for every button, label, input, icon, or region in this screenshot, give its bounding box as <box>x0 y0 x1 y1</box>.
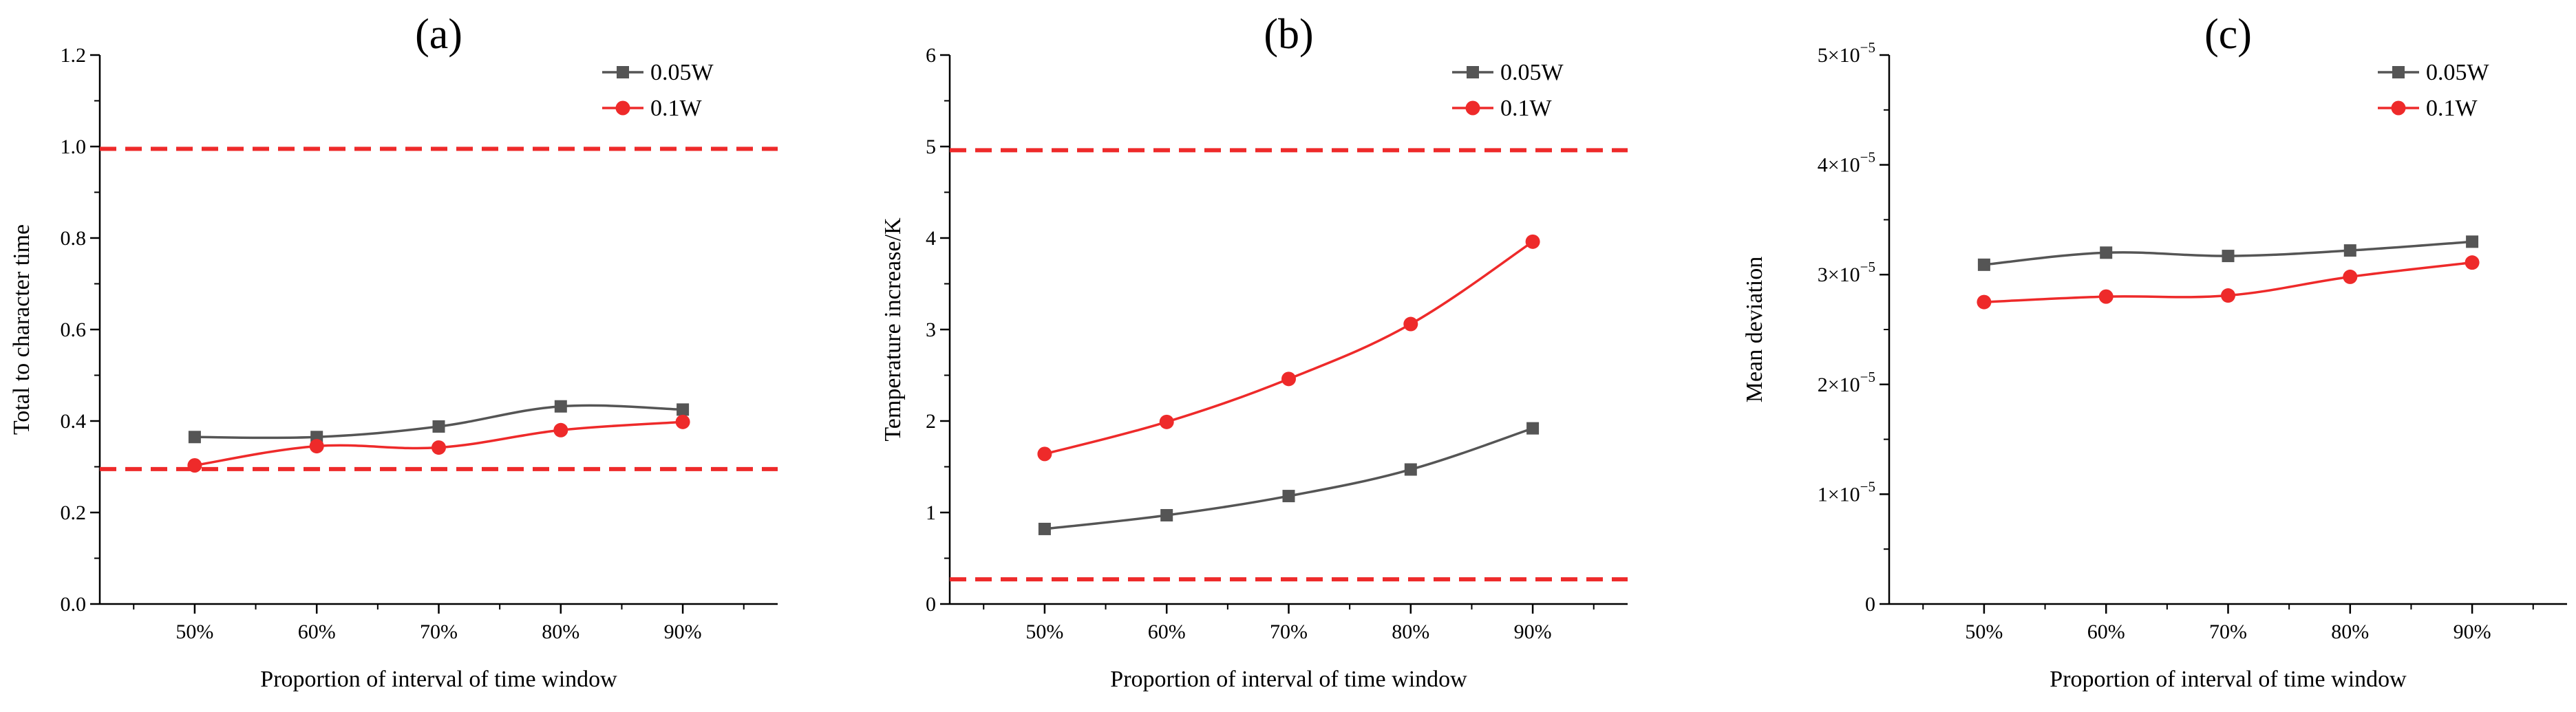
data-point-0.1W <box>2343 269 2358 284</box>
data-point-0.1W <box>1977 294 1992 310</box>
panel-title: (b) <box>1264 11 1313 58</box>
y-tick-label: 0.4 <box>61 410 87 433</box>
legend-marker <box>1465 100 1480 116</box>
legend-label: 0.1W <box>650 96 703 121</box>
series-line-0.05W <box>1044 427 1533 530</box>
x-tick-label: 90% <box>1514 621 1552 643</box>
y-tick-label: 3 <box>926 319 936 341</box>
y-tick-label: 2 <box>926 410 936 433</box>
x-tick-label: 50% <box>1965 621 2003 643</box>
data-point-0.05W <box>1977 258 1990 271</box>
data-point-0.1W <box>2221 288 2235 303</box>
chart-panel-3: 0 1×10−5 2×10−5 3×10−5 4×10−5 5×10−5 50% 60% 70%… <box>1742 11 2567 692</box>
y-tick-label: 5 <box>926 136 936 158</box>
data-point-0.1W <box>1525 234 1540 249</box>
x-tick-label: 80% <box>542 621 579 643</box>
y-tick-label: 1.2 <box>61 44 87 67</box>
y-tick-label: 2×10−5 <box>1818 369 1875 396</box>
x-axis-label: Proportion of interval of time window <box>260 667 617 692</box>
x-tick-label: 80% <box>1392 621 1429 643</box>
y-tick-label: 0 <box>926 593 936 616</box>
y-tick-label: 6 <box>926 44 936 67</box>
data-point-0.1W <box>675 414 690 429</box>
y-tick-label: 5×10−5 <box>1818 39 1875 67</box>
data-point-0.1W <box>1159 414 1174 429</box>
data-point-0.05W <box>554 400 567 413</box>
y-tick-label: 0 <box>1865 593 1875 616</box>
x-tick-label: 50% <box>175 621 213 643</box>
x-tick-label: 70% <box>2209 621 2247 643</box>
data-point-0.05W <box>1526 422 1540 435</box>
data-point-0.1W <box>2098 289 2114 304</box>
legend-label: 0.05W <box>1500 60 1564 85</box>
x-tick-label: 70% <box>420 621 458 643</box>
y-tick-label: 4×10−5 <box>1818 149 1875 177</box>
data-point-0.05W <box>677 403 690 416</box>
y-axis-label: Temperature increase/K <box>880 217 906 442</box>
chart-panel-2: 0 1 2 3 4 5 6 50% 60% 70% 80% 90% Proportion of inte… <box>880 11 1628 692</box>
panel-title: (c) <box>2204 11 2252 58</box>
series-line-0.1W <box>1044 240 1534 455</box>
x-axis-label: Proportion of interval of time window <box>2050 667 2407 692</box>
legend-label: 0.1W <box>1500 96 1553 121</box>
chart-panel-1: 0.0 0.2 0.4 0.6 0.8 1.0 1.2 50% 60% 70% 80% 90% Prop… <box>9 11 778 692</box>
x-axis-label: Proportion of interval of time window <box>1110 667 1467 692</box>
y-tick-label: 0.6 <box>61 319 87 341</box>
data-point-0.1W <box>553 422 568 438</box>
legend-marker <box>615 100 630 116</box>
data-point-0.05W <box>1160 508 1173 521</box>
data-point-0.05W <box>2100 246 2113 259</box>
panel-title: (a) <box>415 11 462 58</box>
legend-marker <box>2392 66 2405 78</box>
data-point-0.05W <box>188 431 201 444</box>
legend-marker <box>617 66 629 78</box>
y-axis-label: Mean deviation <box>1742 257 1767 402</box>
data-point-0.1W <box>432 440 446 455</box>
y-tick-label: 0.8 <box>61 227 87 250</box>
x-tick-label: 60% <box>298 621 336 643</box>
data-point-0.1W <box>2465 255 2480 270</box>
data-point-0.1W <box>1037 446 1052 462</box>
legend-label: 0.1W <box>2426 96 2478 121</box>
y-tick-label: 1 <box>926 501 936 524</box>
data-point-0.05W <box>2222 250 2235 263</box>
data-point-0.05W <box>1404 463 1417 476</box>
y-tick-label: 4 <box>926 227 936 250</box>
x-tick-label: 90% <box>2453 621 2491 643</box>
data-point-0.05W <box>432 420 445 433</box>
x-tick-label: 70% <box>1270 621 1308 643</box>
data-point-0.1W <box>187 458 202 473</box>
data-point-0.05W <box>1038 522 1051 535</box>
data-point-0.05W <box>2466 235 2479 248</box>
legend-label: 0.05W <box>650 60 714 85</box>
data-point-0.05W <box>2343 244 2356 257</box>
y-tick-label: 1×10−5 <box>1818 478 1875 506</box>
y-axis-label: Total to character time <box>9 224 34 435</box>
x-tick-label: 60% <box>1148 621 1186 643</box>
data-point-0.1W <box>1403 316 1418 332</box>
x-tick-label: 50% <box>1025 621 1063 643</box>
y-tick-label: 0.2 <box>61 501 87 524</box>
y-tick-label: 0.0 <box>61 593 87 616</box>
legend-label: 0.05W <box>2426 60 2490 85</box>
legend-marker <box>1467 66 1479 78</box>
data-point-0.1W <box>1281 371 1296 387</box>
data-point-0.05W <box>1282 490 1295 503</box>
y-tick-label: 1.0 <box>61 136 87 158</box>
x-tick-label: 60% <box>2087 621 2125 643</box>
x-tick-label: 80% <box>2331 621 2369 643</box>
x-tick-label: 90% <box>664 621 702 643</box>
y-tick-label: 3×10−5 <box>1818 259 1875 286</box>
data-point-0.1W <box>309 439 324 454</box>
legend-marker <box>2391 100 2406 116</box>
